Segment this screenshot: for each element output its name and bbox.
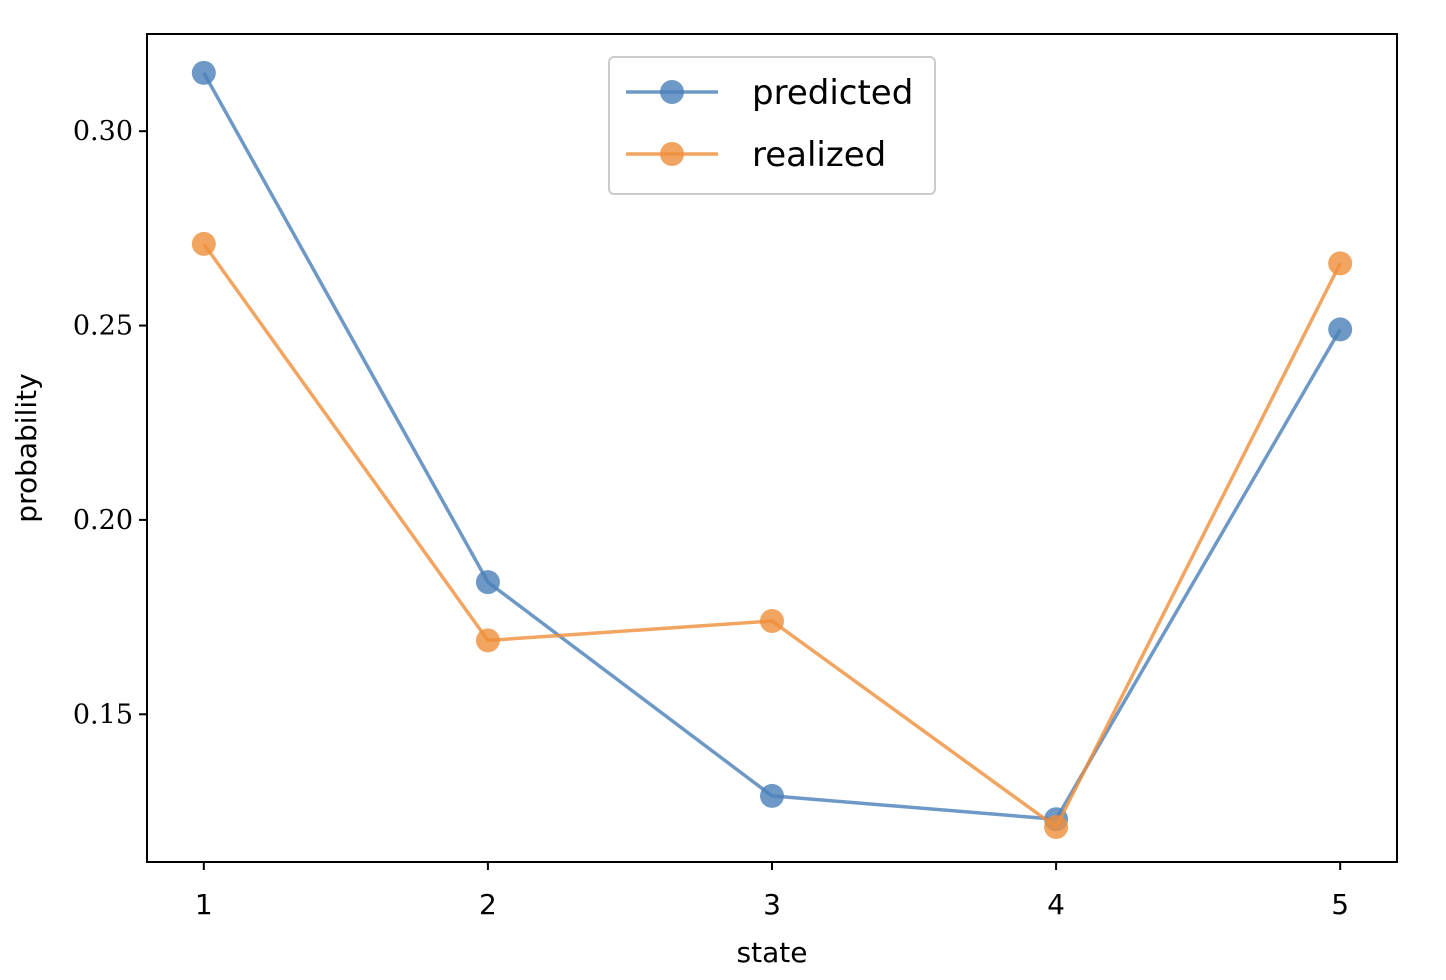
y-tick-label: 0.15 <box>73 699 133 730</box>
x-axis-ticks: 1 2 3 4 5 <box>195 862 1349 921</box>
data-point-realized <box>475 628 500 653</box>
y-axis-label: probability <box>10 373 43 522</box>
data-point-predicted <box>475 570 500 595</box>
legend-label-predicted: predicted <box>752 73 913 113</box>
y-tick-label: 0.30 <box>73 116 133 147</box>
y-axis-ticks: 0.15 0.20 0.25 0.30 <box>73 116 147 730</box>
data-point-predicted <box>191 60 216 85</box>
x-tick-label: 3 <box>763 888 781 921</box>
y-tick-label: 0.20 <box>73 505 133 536</box>
legend-label-realized: realized <box>752 135 886 175</box>
legend-marker-predicted <box>660 80 684 104</box>
data-point-realized <box>1044 815 1069 840</box>
data-point-predicted <box>1328 317 1353 342</box>
data-point-realized <box>1328 251 1353 276</box>
data-point-realized <box>760 608 784 633</box>
series-realized <box>191 231 1353 840</box>
x-tick-label: 1 <box>195 888 213 921</box>
legend-marker-realized <box>660 142 684 166</box>
legend: predicted realized <box>608 56 936 195</box>
data-point-realized <box>191 231 216 256</box>
x-tick-label: 2 <box>479 888 497 921</box>
series-layer <box>191 60 1353 840</box>
x-tick-label: 4 <box>1047 888 1065 921</box>
data-point-predicted <box>760 783 784 808</box>
x-axis-label: state <box>737 936 808 969</box>
x-tick-label: 5 <box>1331 888 1349 921</box>
y-tick-label: 0.25 <box>73 311 133 342</box>
